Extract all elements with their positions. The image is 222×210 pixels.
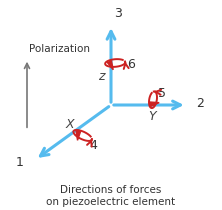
- Text: Directions of forces: Directions of forces: [60, 185, 162, 195]
- Text: 6: 6: [127, 58, 135, 71]
- Text: z: z: [98, 70, 105, 83]
- Text: 3: 3: [114, 7, 122, 20]
- Text: on piezoelectric element: on piezoelectric element: [46, 197, 176, 207]
- Text: X: X: [66, 118, 74, 131]
- Text: Polarization: Polarization: [29, 43, 90, 54]
- Text: 2: 2: [196, 97, 204, 110]
- Polygon shape: [76, 131, 81, 140]
- Text: 4: 4: [89, 139, 97, 152]
- Text: 5: 5: [159, 87, 166, 100]
- Text: 1: 1: [16, 156, 24, 169]
- Polygon shape: [150, 102, 159, 106]
- Polygon shape: [107, 61, 113, 70]
- Text: Y: Y: [148, 110, 156, 123]
